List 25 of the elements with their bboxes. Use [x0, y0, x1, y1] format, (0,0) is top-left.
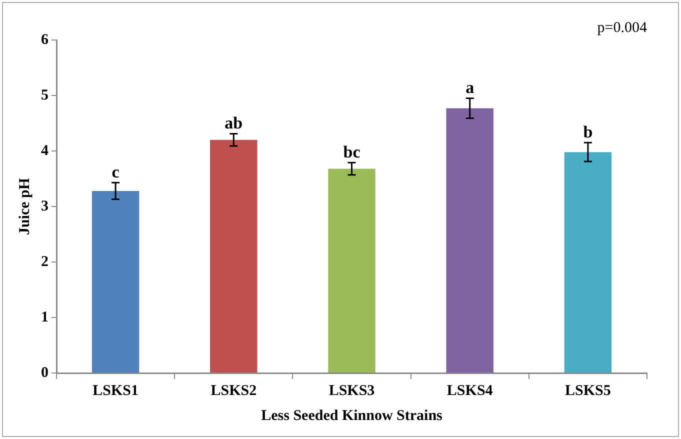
y-tick-label: 1: [41, 309, 48, 326]
annotation: a: [466, 78, 475, 98]
x-axis-title: Less Seeded Kinnow Strains: [261, 408, 443, 424]
bar: [328, 168, 376, 372]
y-tick-label: 5: [41, 87, 48, 104]
annotation: bc: [343, 142, 361, 162]
x-tick-label: LSKS4: [446, 382, 494, 399]
bar: [92, 190, 140, 372]
y-tick-label: 3: [41, 198, 48, 214]
bar: [446, 108, 494, 372]
bar: [210, 140, 258, 372]
annotation: ab: [224, 114, 243, 133]
y-tick-label: 4: [41, 142, 49, 159]
y-tick-label: 6: [41, 32, 49, 48]
x-tick-label: LSKS3: [328, 382, 375, 399]
y-axis-title: Juice pH: [16, 178, 33, 236]
x-tick-label: LSKS5: [565, 382, 611, 399]
y-tick-label: 0: [41, 364, 48, 381]
text: p=0.004: [597, 20, 647, 37]
bar: [564, 152, 612, 372]
annotation: c: [112, 162, 120, 182]
annotation: b: [583, 122, 593, 142]
y-tick-label: 2: [41, 254, 48, 270]
x-tick-label: LSKS2: [210, 382, 257, 399]
x-tick-label: LSKS1: [92, 382, 138, 399]
